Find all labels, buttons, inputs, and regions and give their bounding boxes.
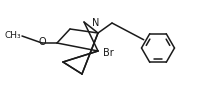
Text: CH₃: CH₃ [4, 31, 21, 39]
Text: N: N [92, 18, 100, 28]
Text: O: O [38, 37, 46, 47]
Text: Br: Br [103, 48, 114, 58]
